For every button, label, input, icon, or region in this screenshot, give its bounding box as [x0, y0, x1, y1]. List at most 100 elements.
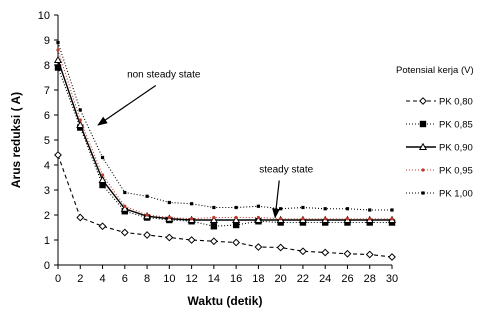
data-point [390, 208, 394, 212]
legend-label: PK 0,85 [439, 120, 473, 131]
x-tick-label: 24 [319, 273, 331, 285]
data-point [54, 64, 62, 71]
data-point [323, 207, 327, 211]
data-point [345, 217, 350, 221]
data-point [145, 194, 149, 198]
data-point [120, 204, 129, 212]
x-tick-label: 12 [185, 273, 197, 285]
data-point [167, 200, 171, 205]
x-tick-label: 0 [55, 273, 61, 285]
legend-swatch-marker [421, 168, 425, 172]
data-point [209, 215, 218, 224]
legend-item: PK 1,00 [406, 189, 473, 200]
legend-swatch-marker [418, 142, 428, 151]
legend-label: PK 0,95 [439, 166, 473, 177]
x-axis-title: Waktu (detik) [188, 294, 263, 308]
data-point [279, 217, 283, 221]
series-1 [54, 151, 396, 261]
data-point [190, 217, 194, 221]
data-point [234, 205, 238, 210]
data-point [276, 243, 285, 252]
annotation-label: non steady state [127, 70, 201, 81]
y-tick-label: 10 [38, 10, 50, 22]
data-point [98, 222, 107, 231]
data-point [256, 204, 260, 208]
series-layer [53, 40, 397, 261]
y-tick-label: 5 [44, 135, 50, 147]
data-point [388, 253, 396, 261]
data-point [78, 108, 82, 112]
data-point [343, 249, 352, 258]
data-point [212, 215, 216, 220]
x-tick-label: 20 [275, 273, 287, 285]
data-point [76, 213, 85, 222]
data-point [212, 205, 216, 210]
x-tick-label: 2 [77, 273, 83, 285]
data-point [368, 217, 372, 221]
x-tick-label: 26 [341, 273, 353, 285]
y-tick-label: 6 [44, 110, 50, 122]
x-tick-label: 18 [252, 273, 264, 285]
y-tick-label: 8 [44, 60, 50, 72]
data-point [301, 217, 305, 221]
series-4 [56, 48, 394, 221]
data-point [53, 55, 63, 64]
x-tick-label: 10 [163, 273, 175, 285]
data-point [56, 40, 60, 45]
data-point [256, 215, 260, 220]
data-point [54, 151, 62, 159]
x-tick-label: 14 [208, 273, 220, 285]
data-point [145, 213, 149, 217]
data-point [123, 190, 127, 195]
legend: PK 0,80 PK 0,85 PK 0,90 PK 0,95 PK 1,00 [406, 97, 473, 200]
x-tick-label: 28 [364, 273, 376, 285]
y-tick-label: 4 [44, 160, 50, 172]
data-point [279, 207, 283, 211]
data-point [120, 228, 129, 237]
data-point [165, 233, 174, 242]
data-point [232, 221, 240, 229]
legend-swatch-marker [421, 191, 425, 195]
x-tick-label: 30 [386, 273, 398, 285]
data-point [301, 205, 305, 210]
legend-swatch-marker [419, 120, 427, 128]
annotation-arrow [97, 85, 157, 126]
data-point [299, 247, 307, 256]
data-point [167, 215, 171, 220]
y-tick-label: 0 [44, 260, 50, 272]
series-line [57, 42, 392, 211]
y-tick-label: 2 [44, 210, 50, 222]
legend-label: PK 1,00 [439, 189, 473, 200]
data-point [368, 208, 372, 212]
data-point [210, 223, 218, 230]
data-point [143, 231, 151, 239]
data-point [98, 175, 107, 184]
data-point [78, 118, 82, 122]
data-point [323, 217, 327, 221]
legend-swatch-marker [419, 97, 427, 105]
x-tick-label: 4 [99, 273, 105, 285]
data-point [56, 48, 60, 52]
series-line [57, 154, 393, 258]
data-point [209, 237, 218, 246]
data-point [100, 155, 105, 160]
x-tick-label: 6 [122, 273, 128, 285]
data-point [232, 215, 241, 224]
data-point [254, 243, 263, 251]
series-5 [56, 40, 394, 212]
legend-item: PK 0,95 [406, 166, 473, 177]
data-point [321, 248, 330, 257]
data-point [187, 236, 196, 244]
data-point [99, 181, 106, 189]
legend-item: PK 0,85 [406, 120, 473, 131]
y-tick-label: 7 [44, 85, 50, 97]
annotation-label: steady state [259, 165, 313, 176]
data-point [190, 202, 194, 206]
y-tick-label: 9 [44, 35, 50, 47]
legend-label: PK 0,80 [439, 97, 473, 108]
data-point [254, 215, 263, 224]
data-point [345, 207, 350, 211]
series-line [57, 67, 392, 227]
